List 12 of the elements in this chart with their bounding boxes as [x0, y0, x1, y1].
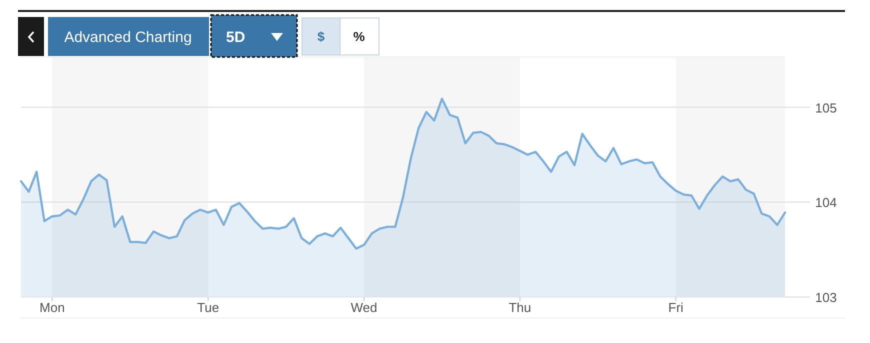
text: 5D — [226, 29, 246, 46]
y-tick-label: 103 — [815, 290, 837, 305]
x-tick-label: Mon — [40, 300, 65, 315]
text: $ — [317, 29, 326, 44]
x-tick-label: Fri — [668, 300, 684, 315]
y-tick-label: 105 — [815, 100, 837, 116]
x-tick-label: Tue — [197, 300, 220, 315]
text: Advanced Charting — [64, 29, 192, 46]
x-tick-label: Wed — [350, 300, 378, 315]
text: % — [353, 29, 366, 44]
y-tick-label: 104 — [815, 195, 837, 210]
x-tick-label: Thu — [508, 300, 532, 315]
